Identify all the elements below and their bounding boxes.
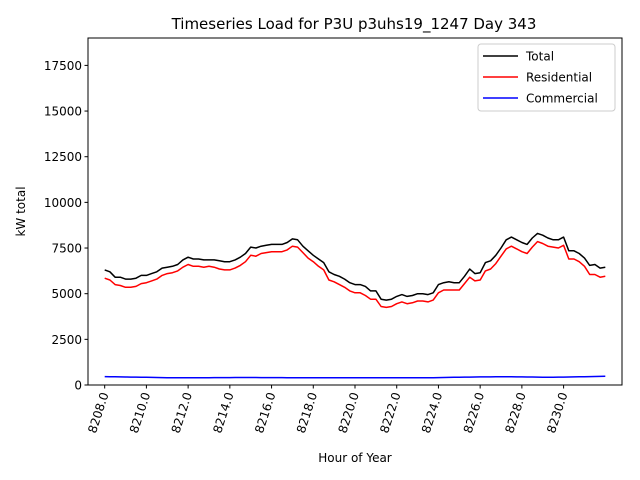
y-tick-label: 17500 — [44, 59, 82, 73]
x-tick-label: 8208.0 — [85, 391, 111, 435]
chart-title: Timeseries Load for P3U p3uhs19_1247 Day… — [171, 15, 537, 34]
series-line-residential — [104, 240, 606, 309]
x-tick-label: 8220.0 — [336, 391, 362, 435]
x-tick-label: 8212.0 — [169, 391, 195, 435]
y-tick-label: 5000 — [51, 287, 82, 301]
y-tick-label: 15000 — [44, 105, 82, 119]
x-tick-label: 8230.0 — [544, 391, 570, 435]
legend: Total Residential Commercial — [477, 43, 616, 112]
y-axis: 0 2500 5000 7500 10000 12500 15000 17500 — [44, 59, 88, 393]
legend-label: Total — [525, 50, 554, 64]
series-line-commercial — [104, 375, 606, 379]
x-axis-label: Hour of Year — [318, 451, 392, 465]
x-tick-label: 8224.0 — [419, 391, 445, 435]
series-line-total — [104, 232, 606, 301]
y-tick-label: 0 — [74, 379, 82, 393]
x-tick-label: 8228.0 — [502, 391, 528, 435]
y-tick-label: 12500 — [44, 150, 82, 164]
y-axis-label: kW total — [14, 186, 28, 236]
x-tick-label: 8214.0 — [210, 391, 236, 435]
x-tick-label: 8218.0 — [294, 391, 320, 435]
y-tick-label: 7500 — [51, 242, 82, 256]
legend-label: Commercial — [526, 92, 598, 106]
x-tick-label: 8210.0 — [127, 391, 153, 435]
legend-label: Residential — [526, 71, 592, 85]
legend-box — [477, 43, 616, 112]
y-tick-label: 10000 — [44, 196, 82, 210]
x-axis: 8208.0 8210.0 8212.0 8214.0 8216.0 8218.0 8220… — [85, 385, 570, 435]
x-tick-label: 8222.0 — [377, 391, 403, 435]
y-tick-label: 2500 — [51, 333, 82, 347]
x-tick-label: 8216.0 — [252, 391, 278, 435]
series-lines — [104, 232, 606, 379]
x-tick-label: 8226.0 — [461, 391, 487, 435]
